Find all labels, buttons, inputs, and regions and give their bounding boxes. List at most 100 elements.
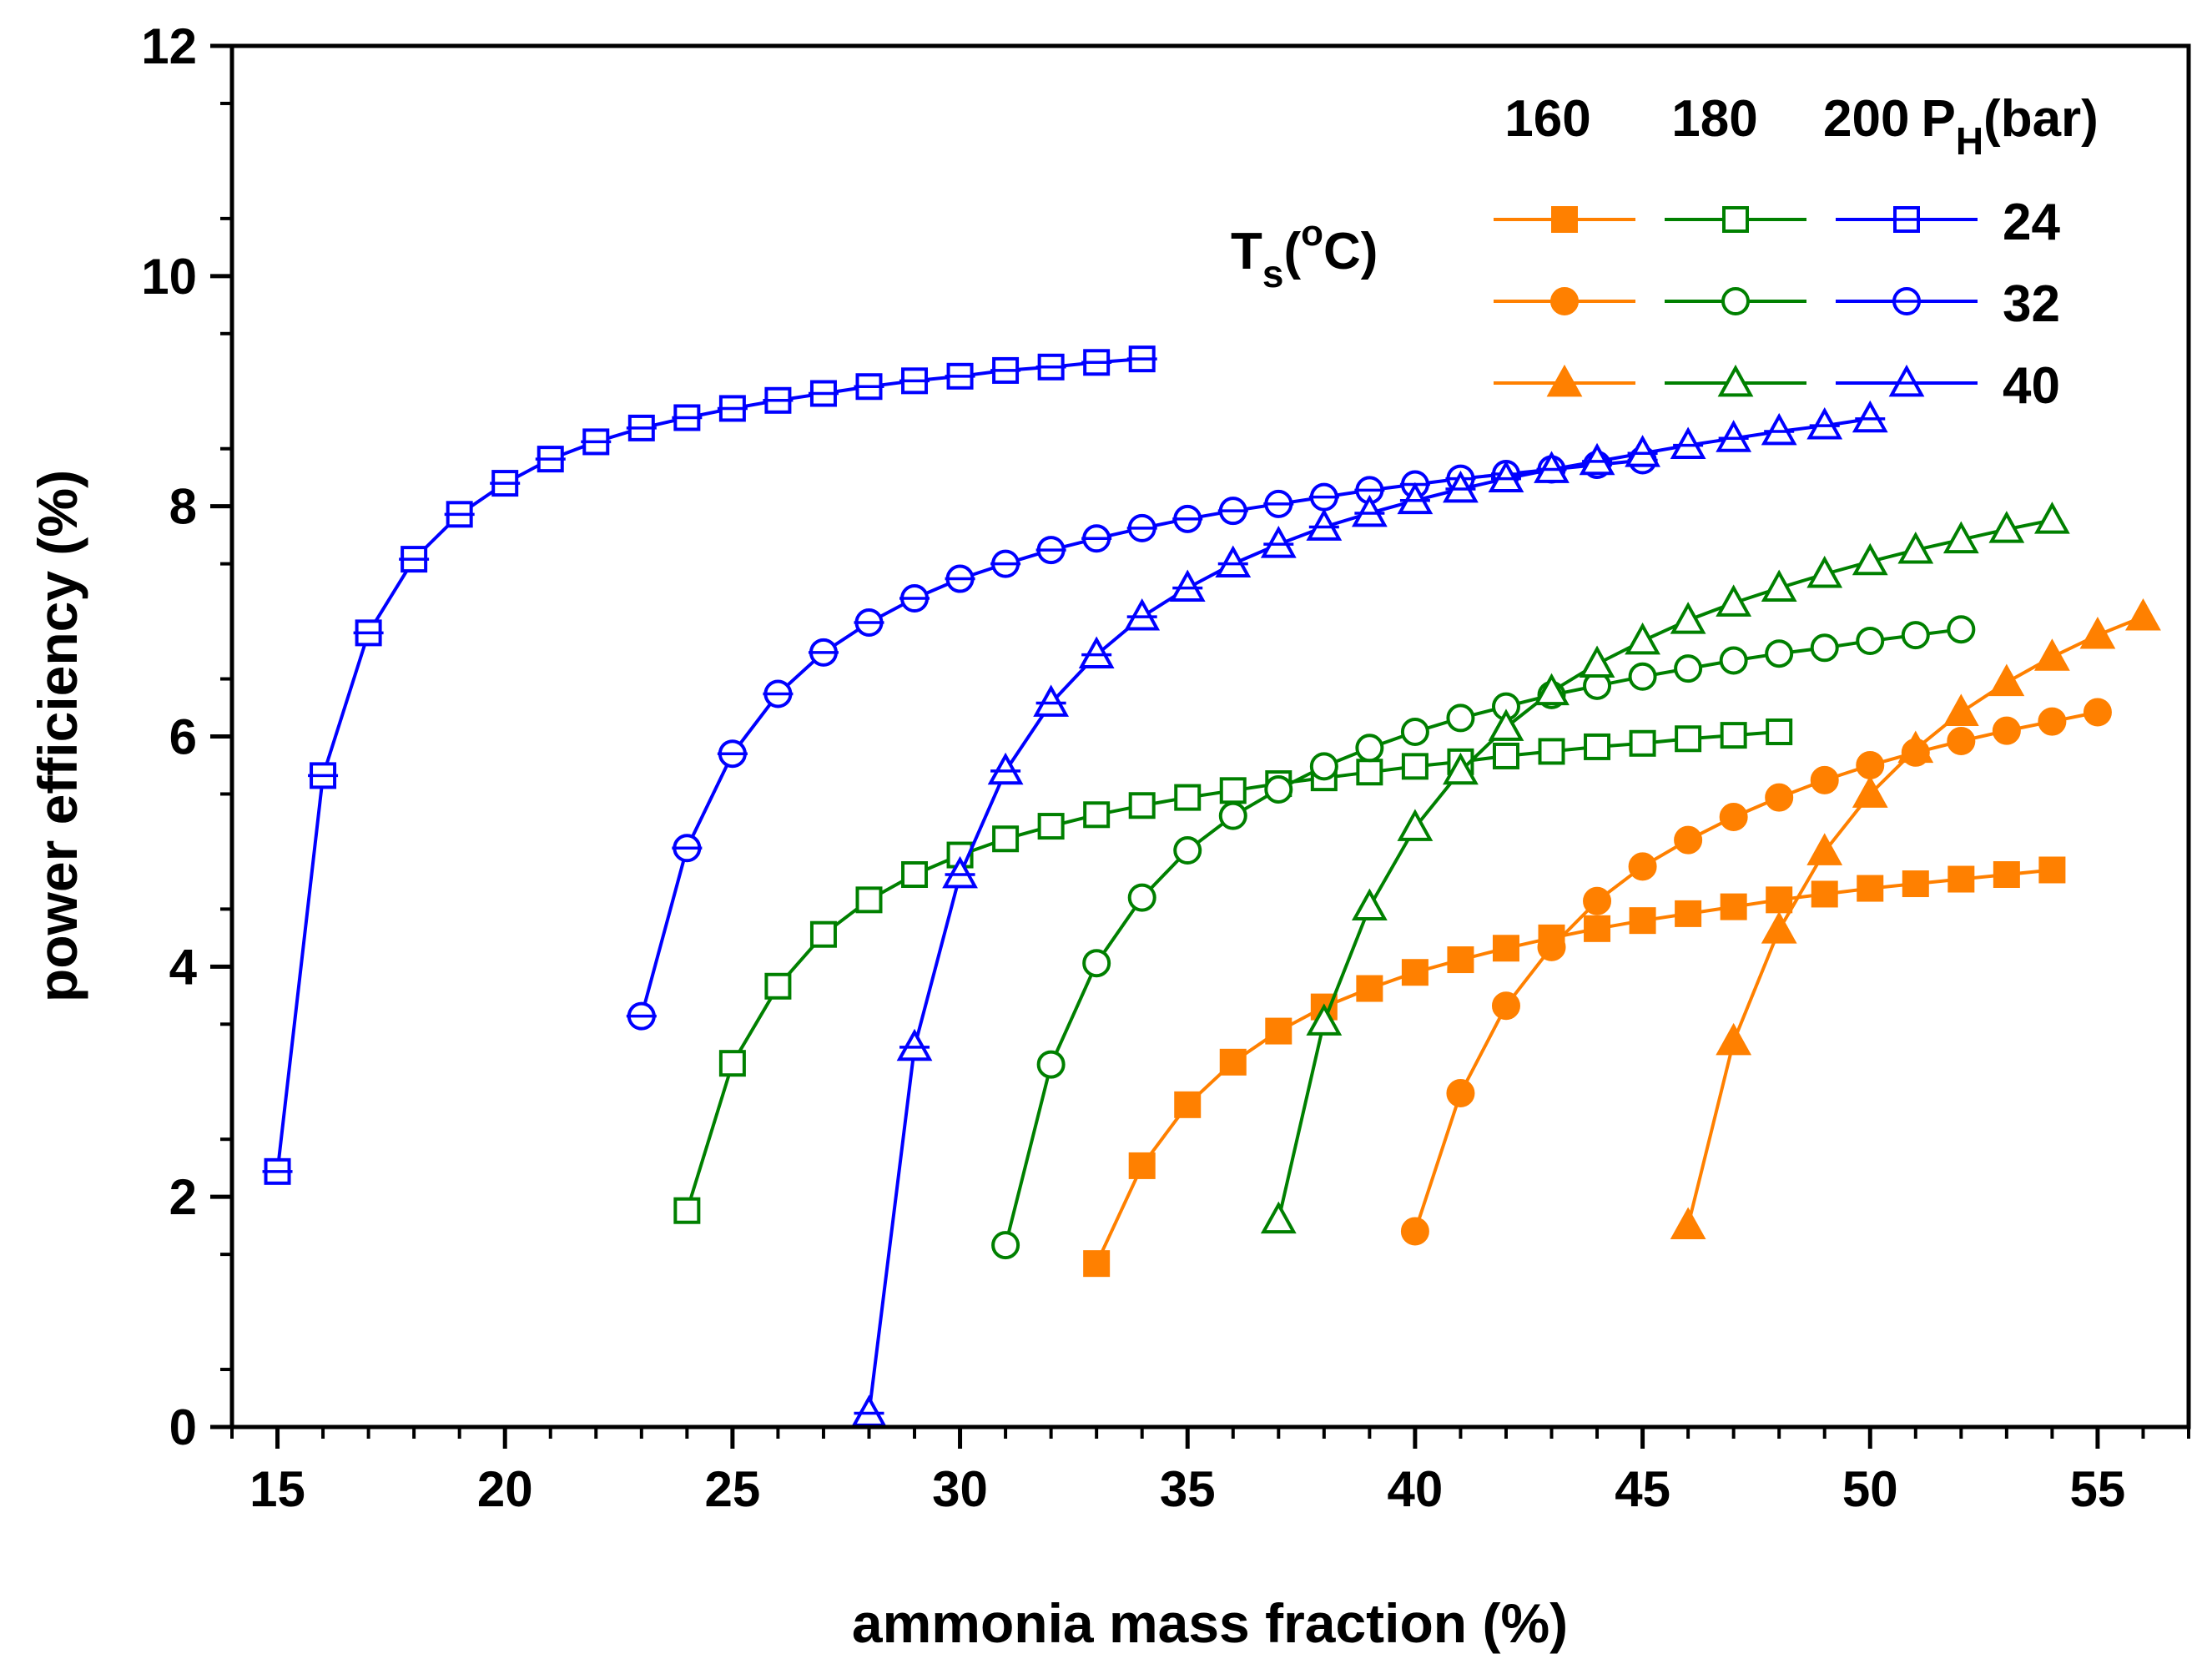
circle-marker: [1400, 717, 1429, 746]
legend-ts-symbol: T: [1231, 223, 1262, 280]
legend-row-40: 40: [2003, 357, 2060, 415]
circle-marker: [1400, 1217, 1429, 1246]
square-marker: [1584, 733, 1611, 760]
triangle-marker: [1988, 663, 2025, 697]
triangle-marker: [1942, 693, 1979, 726]
triangle-marker: [1169, 569, 1206, 602]
x-tick-label: 15: [249, 1461, 305, 1517]
series-200bar-40c: [851, 400, 1888, 1427]
legend-ts-label: Ts(oC): [1231, 213, 1378, 295]
y-axis-title: power efficiency (%): [27, 470, 88, 1002]
triangle-marker: [2125, 598, 2161, 631]
square-marker: [809, 920, 837, 948]
triangle-marker: [1670, 602, 1706, 634]
series-layer: [262, 345, 2161, 1427]
circle-marker: [1491, 991, 1520, 1021]
square-marker: [901, 861, 929, 888]
circle-marker: [1947, 727, 1976, 756]
square-marker: [1675, 900, 1702, 927]
circle-marker: [1674, 654, 1703, 683]
triangle-marker: [1716, 1022, 1752, 1056]
series-160bar-40c: [1670, 598, 2161, 1240]
square-marker: [1993, 861, 2020, 888]
triangle-marker: [1806, 555, 1843, 588]
triangle-marker: [1306, 1003, 1343, 1036]
triangle-marker: [1124, 598, 1161, 631]
square-marker: [1629, 907, 1656, 935]
square-marker: [1722, 206, 1749, 233]
circle-marker: [1810, 765, 1839, 794]
square-marker: [1766, 886, 1793, 914]
triangle-marker: [1670, 1207, 1706, 1240]
circle-marker: [1810, 633, 1839, 663]
circle-marker: [1628, 662, 1657, 691]
series-line: [1095, 868, 2053, 1265]
triangle-marker: [1579, 442, 1615, 476]
square-marker: [1492, 935, 1519, 962]
triangle-marker: [1806, 407, 1843, 440]
square-marker: [1219, 1048, 1247, 1076]
square-marker: [1492, 742, 1519, 769]
square-marker: [1720, 722, 1747, 749]
triangle-marker: [1761, 911, 1797, 944]
series-180bar-40c: [1260, 502, 2070, 1234]
triangle-marker: [1942, 521, 1979, 554]
triangle-marker: [2033, 638, 2070, 671]
triangle-marker: [1716, 420, 1752, 452]
triangle-marker: [1670, 426, 1706, 459]
circle-marker: [991, 1231, 1020, 1260]
circle-marker: [1901, 621, 1930, 650]
y-tick-label: 12: [141, 18, 197, 74]
triangle-marker: [1488, 460, 1524, 492]
triangle-marker: [1397, 809, 1434, 841]
square-marker: [764, 972, 792, 1000]
x-tick-label: 55: [2070, 1461, 2126, 1517]
circle-marker: [1856, 627, 1885, 656]
circle-marker: [1127, 883, 1156, 912]
triangle-marker: [1351, 888, 1388, 921]
square-marker: [1174, 784, 1202, 811]
triangle-marker: [2033, 502, 2070, 534]
square-marker: [718, 1050, 746, 1077]
circle-marker: [1765, 639, 1794, 668]
triangle-marker: [1488, 708, 1524, 741]
series-line: [1413, 710, 2099, 1233]
circle-marker: [1446, 1079, 1475, 1108]
series-180bar-32c: [991, 615, 1976, 1260]
series-200bar-24c: [262, 345, 1157, 1185]
legend-ph-subscript: H: [1956, 119, 1983, 163]
triangle-marker: [1443, 470, 1479, 503]
triangle-marker: [1534, 451, 1570, 483]
y-tick-label: 4: [169, 939, 198, 995]
triangle-marker: [1717, 364, 1754, 397]
triangle-marker: [1761, 569, 1797, 602]
triangle-marker: [1716, 584, 1752, 617]
square-marker: [673, 1197, 701, 1224]
square-marker: [1356, 975, 1383, 1002]
legend-ph-symbol: P: [1921, 90, 1955, 148]
series-line: [1004, 628, 1962, 1246]
triangle-marker: [1078, 636, 1115, 668]
square-marker: [1037, 813, 1065, 840]
y-tick-label: 6: [169, 709, 197, 765]
square-marker: [1766, 718, 1793, 745]
square-marker: [1128, 792, 1156, 819]
legend-row-32: 32: [2003, 275, 2060, 333]
triangle-marker: [1351, 494, 1388, 527]
circle-marker: [1036, 1050, 1066, 1079]
circle-marker: [1947, 615, 1976, 644]
x-tick-label: 35: [1160, 1461, 1216, 1517]
square-marker: [1538, 738, 1565, 765]
circle-marker: [1173, 836, 1202, 865]
circle-marker: [1355, 734, 1384, 763]
x-tick-label: 25: [705, 1461, 761, 1517]
legend-ph-unit: (bar): [1983, 90, 2099, 148]
square-marker: [1128, 1152, 1156, 1179]
circle-marker: [1309, 752, 1338, 781]
legend-ts-open: (: [1283, 223, 1301, 280]
circle-marker: [1537, 932, 1566, 961]
y-tick-label: 8: [169, 479, 197, 535]
legend-header-180: 180: [1671, 90, 1757, 148]
